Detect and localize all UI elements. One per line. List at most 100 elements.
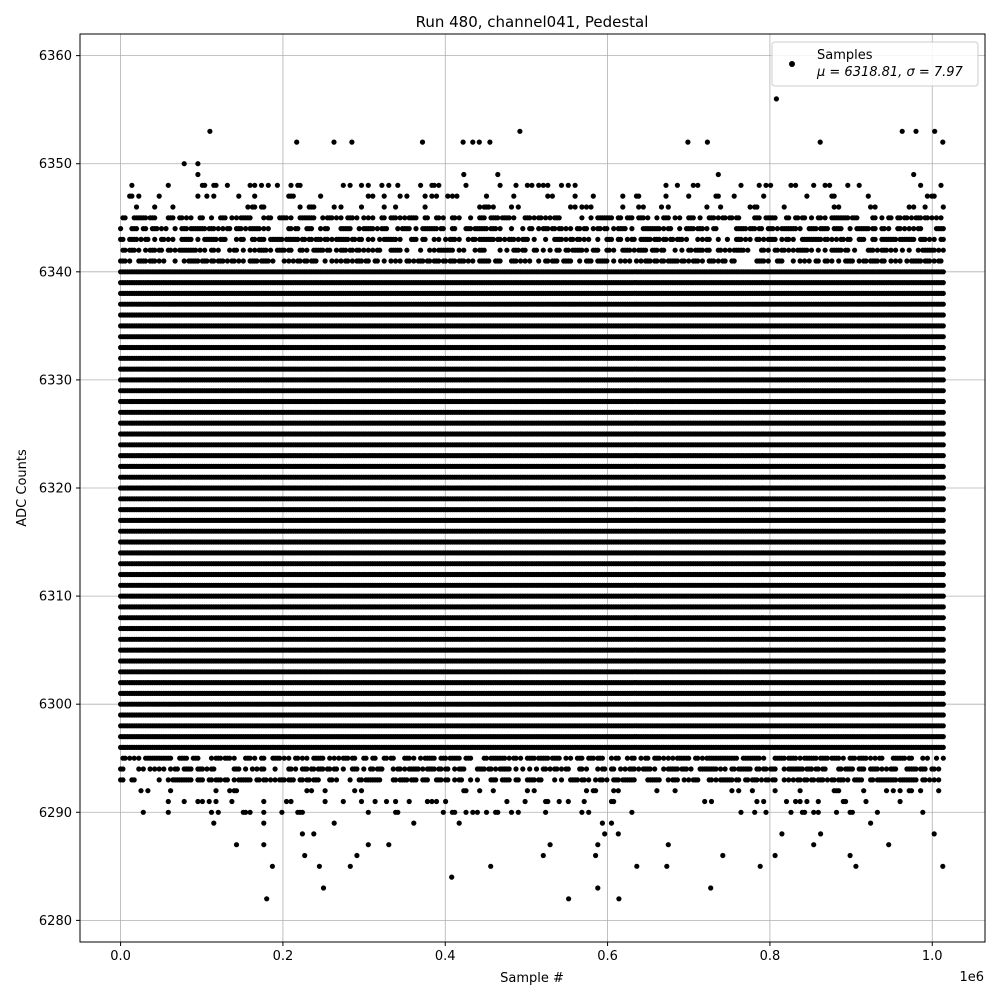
data-point bbox=[808, 766, 815, 772]
data-point bbox=[763, 766, 769, 772]
data-point bbox=[940, 755, 946, 761]
data-point bbox=[404, 777, 410, 783]
data-point bbox=[286, 755, 292, 761]
data-point bbox=[758, 777, 765, 783]
data-point bbox=[379, 766, 385, 772]
data-point bbox=[443, 798, 449, 805]
data-point bbox=[886, 842, 892, 848]
data-point bbox=[781, 755, 787, 761]
data-point bbox=[843, 798, 849, 805]
data-point bbox=[872, 755, 878, 761]
data-point bbox=[515, 777, 521, 783]
data-point bbox=[631, 777, 637, 783]
data-point bbox=[631, 755, 637, 761]
data-point bbox=[340, 798, 346, 805]
data-point bbox=[729, 788, 735, 794]
data-point bbox=[290, 777, 296, 783]
data-point bbox=[306, 777, 312, 783]
data-point bbox=[445, 777, 451, 783]
data-point bbox=[583, 788, 590, 794]
data-point bbox=[797, 798, 803, 805]
data-point bbox=[261, 798, 267, 805]
data-point bbox=[352, 755, 358, 761]
data-point bbox=[608, 820, 615, 826]
data-point bbox=[406, 798, 412, 805]
data-point bbox=[574, 777, 581, 783]
data-point bbox=[370, 766, 376, 772]
data-point bbox=[322, 788, 328, 794]
data-point bbox=[288, 766, 294, 772]
data-point bbox=[263, 777, 269, 783]
data-point bbox=[933, 755, 940, 761]
data-point bbox=[920, 755, 926, 761]
data-point bbox=[156, 766, 162, 772]
data-point bbox=[883, 766, 890, 772]
data-point bbox=[358, 788, 365, 794]
data-point bbox=[813, 755, 819, 761]
data-point bbox=[790, 777, 796, 783]
data-point bbox=[140, 809, 146, 815]
data-point bbox=[243, 766, 249, 772]
data-point bbox=[752, 809, 758, 815]
data-point bbox=[661, 766, 667, 772]
data-point bbox=[686, 777, 692, 783]
data-point bbox=[940, 680, 946, 686]
data-point bbox=[879, 755, 885, 761]
data-point bbox=[940, 669, 946, 675]
data-point bbox=[383, 798, 390, 805]
data-point bbox=[568, 755, 574, 761]
data-point bbox=[495, 809, 501, 815]
data-point bbox=[131, 777, 137, 783]
data-point bbox=[508, 809, 515, 815]
data-point bbox=[327, 766, 333, 772]
data-point bbox=[493, 777, 499, 783]
data-point bbox=[347, 777, 353, 783]
data-point bbox=[940, 636, 946, 642]
data-point bbox=[490, 788, 496, 794]
data-point bbox=[674, 777, 681, 783]
data-point bbox=[199, 766, 205, 772]
data-point bbox=[474, 809, 480, 815]
data-point bbox=[506, 755, 512, 761]
data-point bbox=[622, 766, 628, 772]
data-point bbox=[304, 766, 310, 772]
data-point bbox=[481, 766, 487, 772]
data-point bbox=[936, 766, 942, 772]
data-point bbox=[445, 766, 451, 772]
data-point bbox=[224, 777, 230, 783]
data-point bbox=[461, 766, 467, 772]
data-point bbox=[138, 788, 144, 794]
data-point bbox=[590, 755, 596, 761]
data-point bbox=[311, 831, 317, 837]
data-point bbox=[849, 809, 856, 815]
data-point bbox=[556, 798, 562, 805]
data-point bbox=[781, 766, 787, 772]
data-point bbox=[283, 798, 290, 805]
data-point bbox=[249, 766, 255, 772]
data-point bbox=[252, 755, 258, 761]
data-point bbox=[261, 820, 267, 826]
data-point bbox=[433, 798, 440, 805]
data-point bbox=[254, 766, 260, 772]
data-point bbox=[661, 755, 667, 761]
data-point bbox=[802, 809, 808, 815]
data-point bbox=[386, 842, 392, 848]
data-point bbox=[738, 809, 744, 815]
data-point bbox=[913, 777, 919, 783]
data-point bbox=[672, 788, 678, 794]
data-point bbox=[858, 777, 865, 783]
data-point bbox=[702, 798, 708, 805]
data-point bbox=[272, 777, 278, 783]
data-point bbox=[195, 755, 201, 761]
data-point bbox=[940, 647, 946, 653]
data-point bbox=[293, 766, 299, 772]
data-point bbox=[836, 788, 842, 794]
data-point bbox=[188, 777, 194, 783]
data-point bbox=[333, 766, 340, 772]
data-point bbox=[243, 809, 249, 815]
data-point bbox=[893, 777, 899, 783]
data-point bbox=[756, 755, 762, 761]
data-point bbox=[361, 766, 367, 772]
data-point bbox=[733, 755, 740, 761]
data-point bbox=[256, 777, 262, 783]
